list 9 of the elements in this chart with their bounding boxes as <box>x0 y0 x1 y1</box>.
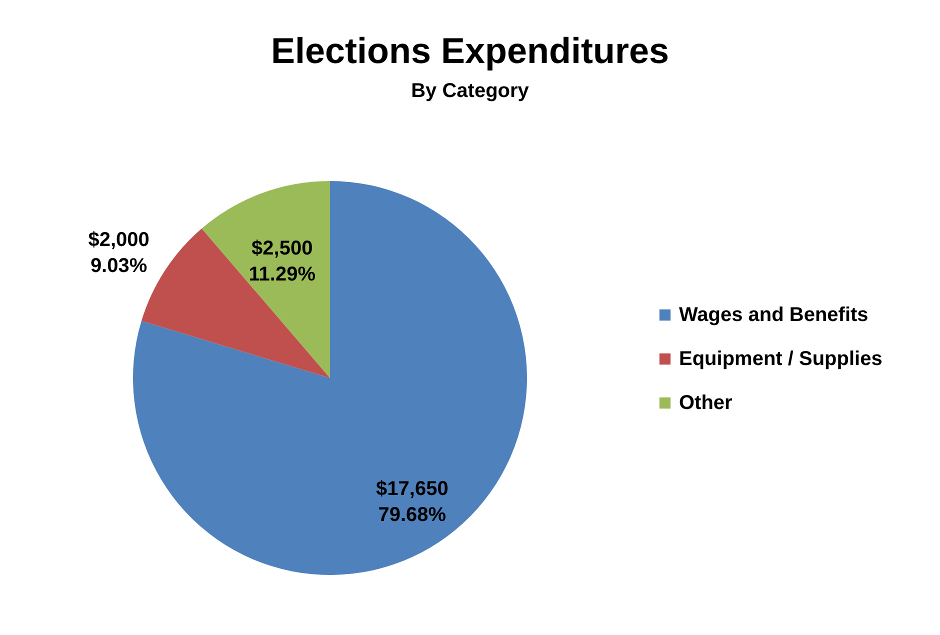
data-label: $2,000 9.03% <box>88 229 150 278</box>
data-label: $2,500 11.29% <box>248 238 316 286</box>
legend-label: Wages and Benefits <box>679 304 868 326</box>
legend-label: Other <box>679 392 733 414</box>
chart-subtitle: By Category <box>411 80 530 102</box>
pie-slice <box>202 181 330 378</box>
chart-title: Elections Expenditures <box>270 30 670 71</box>
legend-label: Equipment / Supplies <box>679 348 882 370</box>
data-label: $17,650 79.68% <box>376 478 448 526</box>
